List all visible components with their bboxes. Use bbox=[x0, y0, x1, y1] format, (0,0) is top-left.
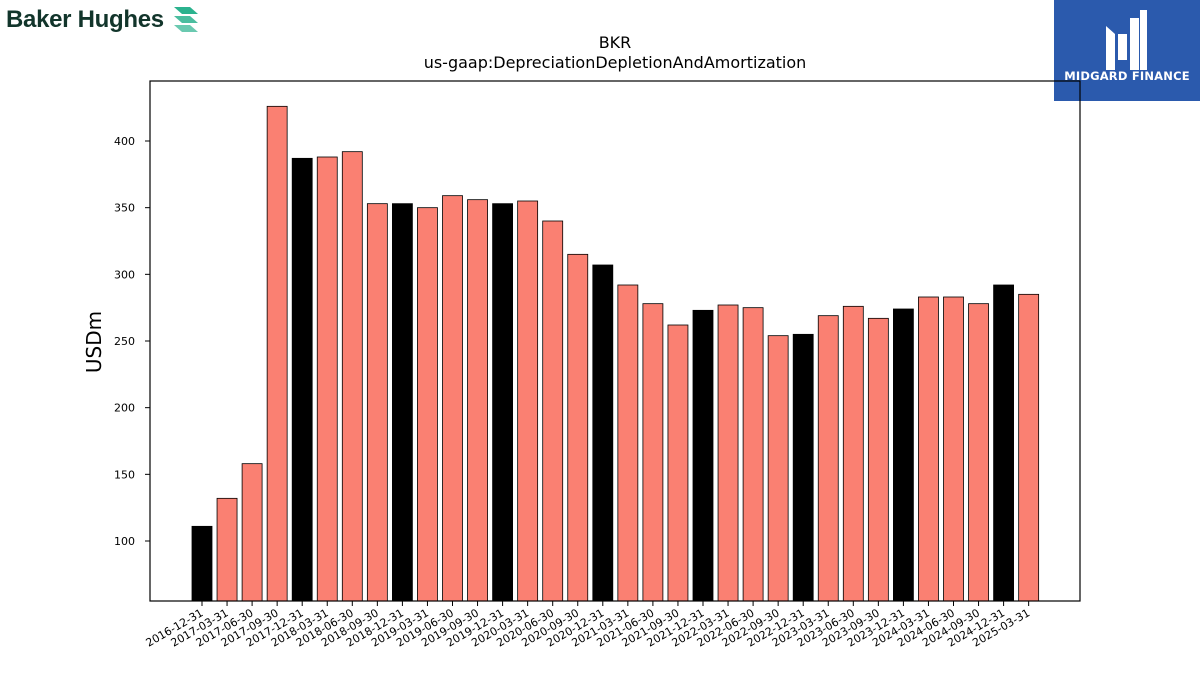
bar-2021-12-31 bbox=[692, 309, 714, 602]
y-tick-label: 200 bbox=[114, 402, 135, 415]
y-axis-label: USDm bbox=[82, 311, 106, 373]
bar-2024-12-31 bbox=[993, 284, 1014, 602]
bar-2019-06-30 bbox=[442, 195, 463, 602]
y-axis: 100 150 200 250 300 350 400 bbox=[114, 135, 150, 548]
midgard-logo-icon bbox=[1106, 10, 1147, 70]
brand-chevron-icon bbox=[173, 7, 198, 32]
bar-2016-12-31 bbox=[191, 525, 213, 602]
bar-2020-06-30 bbox=[542, 220, 564, 602]
bar-2022-09-30 bbox=[767, 335, 789, 602]
bar-2022-12-31 bbox=[792, 333, 814, 602]
company-logo-text: Baker Hughes bbox=[6, 6, 164, 33]
bar-2017-09-30 bbox=[266, 105, 288, 602]
company-logo: Baker Hughes bbox=[6, 4, 202, 36]
bar-2023-09-30 bbox=[867, 317, 889, 602]
midgard-finance-badge: MIDGARD FINANCE bbox=[1054, 0, 1200, 101]
bar-2024-03-31 bbox=[918, 296, 939, 602]
bars-group bbox=[191, 105, 1040, 602]
bar-2019-09-30 bbox=[467, 199, 488, 602]
bar-2023-12-31 bbox=[893, 308, 914, 602]
bar-2018-12-31 bbox=[391, 203, 413, 602]
bar-2023-06-30 bbox=[842, 305, 864, 602]
bar-2024-09-30 bbox=[968, 303, 989, 602]
y-tick-label: 100 bbox=[114, 535, 135, 548]
bar-2017-03-31 bbox=[216, 497, 238, 602]
bar-2019-12-31 bbox=[492, 203, 514, 602]
y-tick-label: 400 bbox=[114, 135, 135, 148]
bar-2020-12-31 bbox=[592, 264, 614, 602]
bar-2018-09-30 bbox=[366, 203, 388, 602]
badge-label: MIDGARD FINANCE bbox=[1064, 69, 1190, 83]
chart-subtitle: us-gaap:DepreciationDepletionAndAmortiza… bbox=[424, 53, 807, 72]
bar-2023-03-31 bbox=[817, 315, 839, 602]
bar-2020-03-31 bbox=[517, 200, 539, 602]
bar-2018-06-30 bbox=[341, 151, 363, 602]
x-axis: 2016-12-312017-03-312017-06-302017-09-30… bbox=[144, 601, 1032, 650]
y-tick-label: 300 bbox=[114, 268, 135, 281]
y-tick-label: 150 bbox=[114, 468, 135, 481]
bar-2017-12-31 bbox=[291, 157, 313, 602]
bar-2022-03-31 bbox=[717, 304, 739, 602]
plot-frame bbox=[149, 80, 1081, 602]
bar-2021-03-31 bbox=[617, 284, 639, 602]
bar-2024-06-30 bbox=[943, 296, 964, 602]
bar-2021-06-30 bbox=[642, 303, 664, 602]
bar-2020-09-30 bbox=[567, 253, 589, 602]
bar-2025-03-31 bbox=[1018, 293, 1040, 602]
bar-2022-06-30 bbox=[742, 307, 764, 602]
y-tick-label: 250 bbox=[114, 335, 135, 348]
y-tick-label: 350 bbox=[114, 202, 135, 215]
bar-2018-03-31 bbox=[316, 156, 338, 602]
bar-2019-03-31 bbox=[417, 207, 438, 602]
bar-2017-06-30 bbox=[241, 463, 263, 602]
bar-2021-09-30 bbox=[667, 324, 689, 602]
chart-title: BKR bbox=[599, 33, 632, 52]
